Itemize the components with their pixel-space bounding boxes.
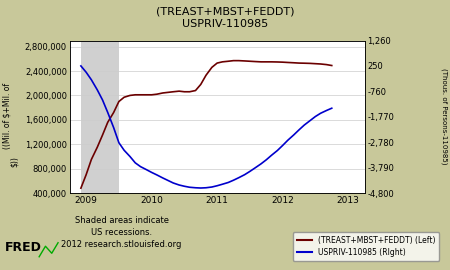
Legend: (TREAST+MBST+FEDDT) (Left), USPRIV-110985 (RIght): (TREAST+MBST+FEDDT) (Left), USPRIV-11098…	[293, 232, 440, 261]
Text: Shaded areas indicate
US recessions.
2012 research.stlouisfed.org: Shaded areas indicate US recessions. 201…	[61, 216, 182, 249]
Text: ((Mil. of $+Mil. of: ((Mil. of $+Mil. of	[2, 83, 11, 149]
Text: USPRIV-110985: USPRIV-110985	[182, 19, 268, 29]
Text: $)): $))	[10, 157, 19, 167]
Text: (TREAST+MBST+FEDDT): (TREAST+MBST+FEDDT)	[156, 7, 294, 17]
Bar	[81, 40, 119, 193]
Text: (Thous. of Persons-110985): (Thous. of Persons-110985)	[441, 68, 448, 164]
Text: FRED: FRED	[5, 241, 42, 255]
